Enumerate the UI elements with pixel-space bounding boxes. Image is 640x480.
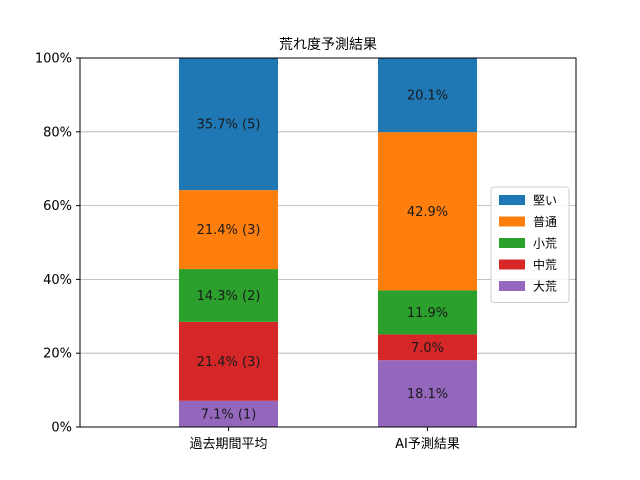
x-tick-label: 過去期間平均: [189, 437, 267, 452]
y-tick-label: 0%: [51, 421, 72, 436]
segment-labels: 7.1% (1) 21.4% (3) 14.3% (2) 21.4% (3) 35.7%…: [197, 89, 449, 423]
data-label: 7.0%: [411, 341, 444, 356]
data-label: 21.4% (3): [197, 355, 261, 370]
bar-segment: [179, 269, 278, 322]
legend-swatch: [499, 216, 525, 227]
legend-swatch: [499, 259, 525, 270]
legend-swatch: [499, 195, 525, 205]
x-axis: 過去期間平均 AI予測結果: [189, 427, 460, 452]
y-tick-label: 100%: [35, 52, 72, 67]
legend-swatch: [499, 238, 525, 248]
legend-label: 中荒: [533, 257, 557, 272]
data-label: 21.4% (3): [197, 223, 261, 238]
y-tick-label: 20%: [43, 347, 72, 362]
legend-swatch: [499, 281, 525, 291]
bar-segment: [378, 58, 477, 133]
plot-frame: [79, 57, 577, 428]
chart-title: 荒れ度予測結果: [279, 37, 377, 53]
data-label: 20.1%: [407, 89, 448, 104]
bars: [179, 58, 477, 427]
y-tick-label: 60%: [43, 199, 72, 214]
data-label: 35.7% (5): [197, 118, 261, 133]
legend-label: 堅い: [533, 194, 557, 208]
legend-box: [490, 186, 570, 303]
bar-segment: [179, 58, 278, 191]
bar-segment: [378, 132, 477, 291]
data-label: 11.9%: [407, 306, 448, 321]
bar-segment: [179, 400, 278, 427]
data-label: 7.1% (1): [201, 407, 257, 422]
y-tick-label: 40%: [43, 273, 72, 288]
bar-segment: [179, 190, 278, 270]
x-tick-label: AI予測結果: [395, 437, 460, 452]
bar-segment: [378, 334, 477, 361]
bar-segment: [378, 360, 477, 427]
legend-label: 大荒: [533, 280, 557, 294]
data-label: 14.3% (2): [197, 289, 261, 304]
y-axis: 0% 20% 40% 60% 80% 100%: [35, 52, 80, 436]
bar-segment: [378, 290, 477, 335]
data-label: 42.9%: [407, 205, 448, 220]
y-tick-label: 80%: [43, 125, 72, 140]
data-label: 18.1%: [407, 387, 448, 402]
bar-segment: [179, 321, 278, 401]
legend-label: 小荒: [533, 237, 557, 251]
legend-label: 普通: [533, 215, 557, 229]
